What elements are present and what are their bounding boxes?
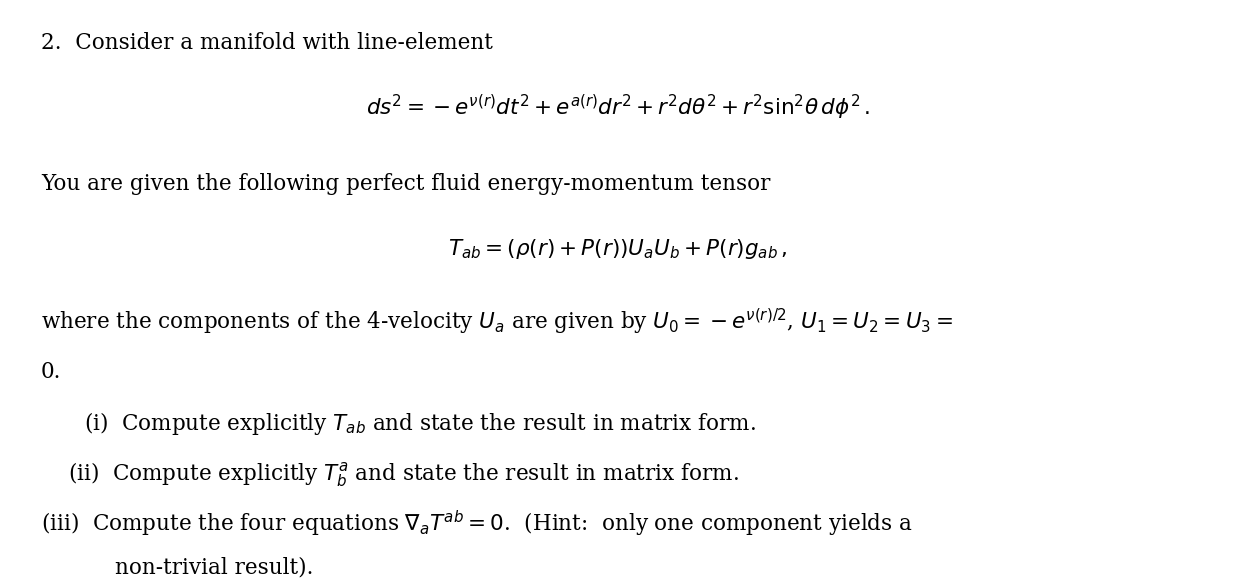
Text: where the components of the 4-velocity $U_a$ are given by $U_0 = -e^{\nu(r)/2}$,: where the components of the 4-velocity $… xyxy=(41,306,953,336)
Text: You are given the following perfect fluid energy-momentum tensor: You are given the following perfect flui… xyxy=(41,173,770,195)
Text: $ds^2 = -e^{\nu(r)}dt^2 + e^{a(r)}dr^2 + r^2 d\theta^2 + r^2 \sin^2\!\theta\, d\: $ds^2 = -e^{\nu(r)}dt^2 + e^{a(r)}dr^2 +… xyxy=(366,92,870,122)
Text: $T_{ab} = (\rho(r) + P(r))U_a U_b + P(r)g_{ab}\,,$: $T_{ab} = (\rho(r) + P(r))U_a U_b + P(r)… xyxy=(449,237,787,261)
Text: non-trivial result).: non-trivial result). xyxy=(115,556,313,578)
Text: 0.: 0. xyxy=(41,361,61,383)
Text: (i)  Compute explicitly $T_{ab}$ and state the result in matrix form.: (i) Compute explicitly $T_{ab}$ and stat… xyxy=(84,410,756,438)
Text: (iii)  Compute the four equations $\nabla_a T^{ab} = 0$.  (Hint:  only one compo: (iii) Compute the four equations $\nabla… xyxy=(41,509,912,539)
Text: (ii)  Compute explicitly $T^{a}_{b}$ and state the result in matrix form.: (ii) Compute explicitly $T^{a}_{b}$ and … xyxy=(68,460,739,487)
Text: 2.  Consider a manifold with line-element: 2. Consider a manifold with line-element xyxy=(41,32,493,54)
